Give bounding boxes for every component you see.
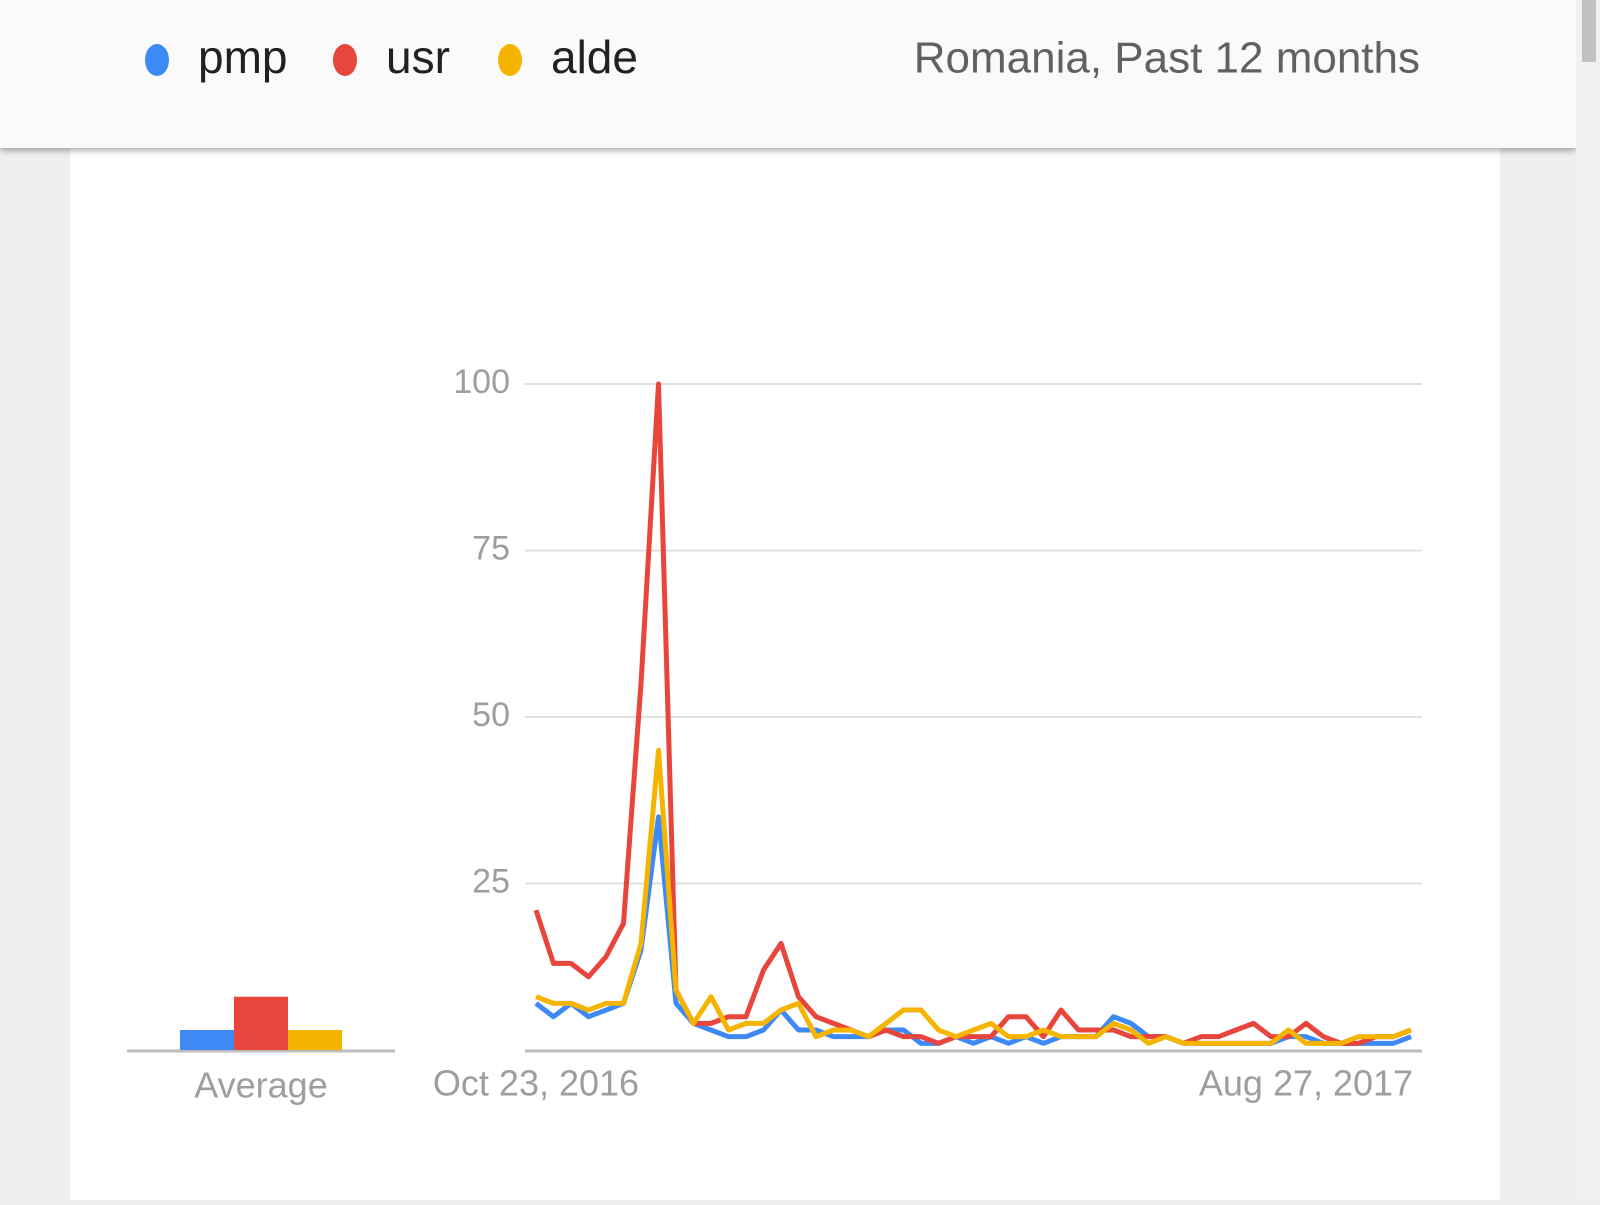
legend-label: usr bbox=[386, 31, 450, 83]
y-tick-label: 100 bbox=[453, 363, 510, 401]
y-tick-label: 25 bbox=[472, 862, 510, 900]
x-tick-label: Aug 27, 2017 bbox=[1199, 1063, 1413, 1104]
average-bar bbox=[180, 1030, 234, 1050]
average-bar bbox=[234, 996, 288, 1050]
header bbox=[0, 0, 1576, 148]
legend-marker bbox=[145, 44, 169, 76]
subtitle: Romania, Past 12 months bbox=[914, 34, 1420, 83]
legend-marker bbox=[333, 44, 357, 76]
average-bar bbox=[288, 1030, 342, 1050]
legend-marker bbox=[498, 44, 522, 76]
y-tick-label: 75 bbox=[472, 529, 510, 567]
legend-label: pmp bbox=[198, 31, 287, 83]
average-label: Average bbox=[194, 1065, 327, 1106]
y-tick-label: 50 bbox=[472, 696, 510, 734]
scrollbar-track bbox=[1576, 0, 1600, 1200]
scrollbar-thumb[interactable] bbox=[1582, 0, 1596, 62]
x-tick-label: Oct 23, 2016 bbox=[433, 1063, 639, 1104]
card bbox=[70, 140, 1500, 1200]
series-line bbox=[535, 747, 1412, 1046]
legend-label: alde bbox=[551, 31, 638, 83]
